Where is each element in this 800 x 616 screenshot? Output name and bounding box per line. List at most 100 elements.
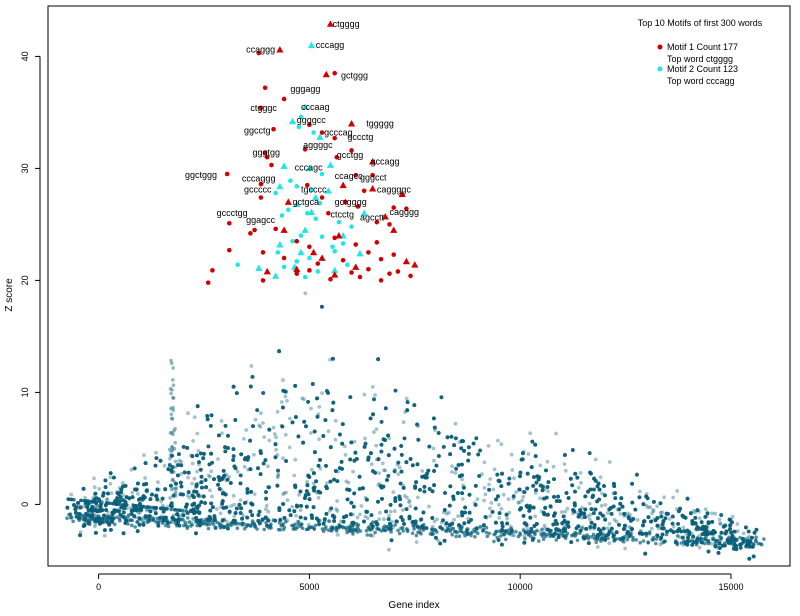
background-point <box>330 513 335 518</box>
background-point <box>160 503 165 508</box>
background-point <box>238 473 243 478</box>
background-point <box>265 485 270 489</box>
background-point <box>348 395 353 399</box>
background-point <box>415 422 419 427</box>
background-point <box>407 516 412 521</box>
background-point <box>376 483 381 487</box>
background-point <box>609 506 613 510</box>
background-point <box>106 491 110 496</box>
background-point <box>453 421 458 426</box>
background-point <box>545 459 550 464</box>
background-point <box>390 520 394 524</box>
background-point <box>258 472 263 476</box>
background-point <box>543 505 548 510</box>
background-point <box>649 519 654 524</box>
background-point <box>506 497 511 502</box>
background-point <box>389 538 394 543</box>
background-point <box>635 472 639 477</box>
background-point <box>482 485 487 490</box>
background-point <box>728 527 732 532</box>
background-point <box>644 503 649 508</box>
background-point <box>72 503 76 507</box>
background-point <box>154 493 159 498</box>
background-point <box>381 484 386 489</box>
background-point <box>442 538 447 543</box>
background-point <box>195 506 200 510</box>
background-point <box>611 504 616 509</box>
background-point <box>135 529 140 533</box>
background-point <box>534 480 539 485</box>
background-point <box>274 447 278 452</box>
background-point <box>252 492 257 496</box>
background-point <box>295 504 299 509</box>
background-point <box>445 511 449 516</box>
background-point <box>278 517 283 522</box>
background-point <box>538 496 542 501</box>
background-point <box>297 493 301 497</box>
background-point <box>677 527 682 531</box>
background-point <box>386 517 391 521</box>
background-point <box>644 494 649 499</box>
background-point <box>704 529 709 534</box>
background-point <box>222 473 227 478</box>
background-point <box>671 530 676 534</box>
background-point <box>482 498 486 503</box>
background-point <box>347 488 352 492</box>
background-point <box>544 468 548 473</box>
background-point <box>142 453 146 457</box>
background-point <box>91 508 95 512</box>
background-point <box>192 476 197 481</box>
background-point <box>311 505 316 510</box>
background-point <box>404 507 409 511</box>
background-point <box>205 517 210 522</box>
background-point <box>432 425 437 430</box>
background-point <box>259 411 263 416</box>
background-point <box>655 523 660 528</box>
background-point <box>601 526 606 531</box>
background-point <box>401 420 406 424</box>
background-point <box>190 461 195 466</box>
background-point <box>220 499 225 503</box>
background-point <box>366 455 371 460</box>
background-point <box>625 530 630 534</box>
background-point <box>719 513 724 517</box>
background-point <box>386 433 390 438</box>
background-point <box>460 497 465 501</box>
background-point <box>318 490 323 495</box>
background-point <box>562 519 567 524</box>
background-point <box>495 472 500 477</box>
background-point <box>709 541 714 546</box>
background-point <box>275 483 280 488</box>
background-point <box>434 535 438 540</box>
background-point <box>421 510 426 515</box>
background-point <box>559 510 564 514</box>
background-point <box>226 433 230 438</box>
background-point <box>194 484 199 488</box>
background-point <box>557 499 562 503</box>
background-point <box>180 513 184 517</box>
background-point <box>454 466 458 471</box>
background-point <box>226 446 230 450</box>
background-point <box>195 431 200 436</box>
background-point <box>104 497 109 502</box>
background-point <box>738 545 743 550</box>
background-point <box>526 452 531 456</box>
background-point <box>497 502 501 507</box>
background-point <box>436 431 441 435</box>
background-point <box>157 488 161 492</box>
background-point <box>410 520 415 525</box>
background-point <box>98 499 103 504</box>
background-point <box>517 487 522 492</box>
background-point <box>643 551 648 556</box>
background-point <box>463 510 467 515</box>
background-point <box>605 526 610 531</box>
background-point <box>528 508 532 512</box>
background-point <box>541 484 545 489</box>
background-point <box>667 517 672 521</box>
background-point <box>205 417 210 422</box>
background-point <box>311 486 316 491</box>
background-point <box>324 484 329 489</box>
background-point <box>651 508 656 512</box>
background-point <box>383 406 388 411</box>
background-point <box>463 505 467 510</box>
